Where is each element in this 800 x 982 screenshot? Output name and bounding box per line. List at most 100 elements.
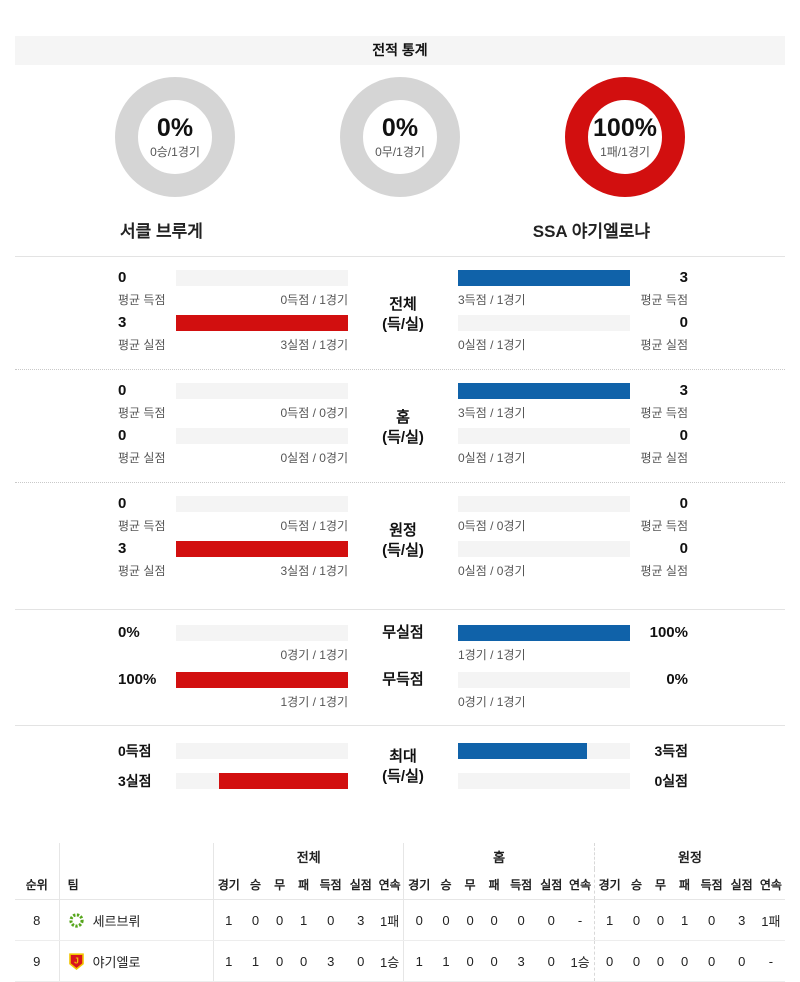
- bar-fill: [176, 541, 348, 557]
- stat-value: 0: [679, 495, 688, 512]
- bar-sub-label: 0득점 / 1경기: [280, 293, 348, 307]
- stat-row: 0 평균 득점 0득점 / 1경기: [118, 270, 348, 308]
- bar-track: [458, 541, 630, 557]
- section-away-right: 0득점 / 0경기 0 평균 득점 0실점 / 0경기 0 평균 실점: [458, 496, 688, 586]
- stat-value: 0: [118, 427, 127, 444]
- summary-donuts: 0% 0승/1경기 0% 0무/1경기 100% 1패/1경기: [0, 77, 800, 197]
- stat-value: 0: [118, 382, 127, 399]
- stat-value-label: 평균 실점: [118, 338, 166, 352]
- stat-value-label: 평균 득점: [118, 406, 166, 420]
- win-rate-percent: 0%: [156, 113, 194, 142]
- bar-track: [458, 672, 630, 688]
- stat-row: 3 평균 실점 3실점 / 1경기: [118, 541, 348, 579]
- stat-value: 0: [118, 495, 127, 512]
- bar-track: [176, 428, 348, 444]
- dotted-divider: [15, 482, 785, 483]
- stat-row: 3득점 / 1경기 3 평균 득점: [458, 270, 688, 308]
- stat-value-label: 평균 득점: [640, 406, 689, 420]
- bar-sub-label: 0득점 / 0경기: [458, 519, 526, 533]
- group-header-home: 홈: [403, 843, 595, 869]
- stat-value-label: 평균 실점: [640, 338, 689, 352]
- stat-value-label: 평균 득점: [640, 293, 689, 307]
- team-header: 팀: [58, 869, 214, 900]
- stat-value-label: 평균 득점: [118, 293, 166, 307]
- bar-fill: [219, 773, 348, 789]
- group-header-total: 전체: [212, 843, 404, 869]
- section-home: 0 평균 득점 0득점 / 0경기 0 평균 실점 0실점 / 0경기: [0, 370, 800, 482]
- table-row-cercle: 8 세르브뤼 1 0 0 1 0 3 1패 0 0 0 0 0 0 -: [15, 899, 785, 941]
- stat-row: 0실점 / 1경기 0 평균 실점: [458, 428, 688, 466]
- stat-percent: 100%: [649, 624, 688, 641]
- section-title: 무득점: [382, 671, 424, 688]
- section-max-left: 0득점 3실점: [118, 743, 348, 803]
- bar-track: [458, 496, 630, 512]
- bar-sub-label: 0실점 / 1경기: [458, 451, 526, 465]
- loss-rate-donut: 100% 1패/1경기: [565, 77, 685, 197]
- bar-track: [458, 773, 630, 789]
- stat-value: 3: [118, 314, 127, 331]
- stat-row: 0득점 / 0경기 0 평균 득점: [458, 496, 688, 534]
- bar-fill: [458, 625, 630, 641]
- stat-value-label: 평균 득점: [640, 519, 689, 533]
- bar-track: [176, 625, 348, 641]
- bar-sub-label: 3득점 / 1경기: [458, 293, 526, 307]
- stat-value: 0: [679, 427, 688, 444]
- bar-track: [458, 428, 630, 444]
- stat-label: 0득점: [118, 743, 152, 759]
- divider: [15, 609, 785, 610]
- table-column-header-row: 순위 팀 경기 승 무 패 득점 실점 연속 경기 승 무 패 득점 실점 연속…: [15, 869, 785, 900]
- stat-row: 0실점 / 1경기 0 평균 실점: [458, 315, 688, 353]
- team-name-right: SSA 야기엘로냐: [532, 222, 650, 241]
- stat-value: 3: [118, 540, 127, 557]
- standings-table: 전체 홈 원정 순위 팀 경기 승 무 패 득점 실점 연속 경기 승 무 패 …: [15, 843, 785, 982]
- section-away: 0 평균 득점 0득점 / 1경기 3 평균 실점 3실점 / 1경기: [0, 483, 800, 595]
- bar-track: [176, 672, 348, 688]
- bar-track: [176, 541, 348, 557]
- bar-sub-label: 0실점 / 1경기: [458, 338, 526, 352]
- stat-value-label: 평균 실점: [118, 564, 166, 578]
- stat-value-label: 평균 실점: [640, 451, 689, 465]
- bar-track: [458, 315, 630, 331]
- dotted-divider: [15, 369, 785, 370]
- draw-rate-percent: 0%: [381, 113, 419, 142]
- bar-track: [176, 496, 348, 512]
- loss-rate-label: 1패/1경기: [600, 144, 650, 159]
- table-group-header-row: 전체 홈 원정: [15, 843, 785, 869]
- rank-cell: 8: [15, 899, 60, 941]
- bar-track: [176, 315, 348, 331]
- section-away-left: 0 평균 득점 0득점 / 1경기 3 평균 실점 3실점 / 1경기: [118, 496, 348, 586]
- team-name: 세르브뤼: [92, 913, 141, 929]
- bar-track: [176, 773, 348, 789]
- stat-row: 0 평균 득점 0득점 / 1경기: [118, 496, 348, 534]
- rank-cell: 9: [15, 940, 60, 982]
- section-title: 최대 (득/실): [382, 748, 424, 785]
- stat-value: 0: [679, 314, 688, 331]
- bar-sub-label: 3실점 / 1경기: [280, 564, 348, 578]
- loss-rate-percent: 100%: [593, 113, 657, 142]
- stat-value: 0: [679, 540, 688, 557]
- group-header-away: 원정: [593, 843, 785, 869]
- bar-track: [176, 270, 348, 286]
- stat-row: 3득점: [458, 743, 688, 759]
- table-row-jagiellonia: 9 J 야기엘로 1 1 0 0 3 0 1승 1 1 0 0 3: [15, 940, 785, 982]
- stat-value-label: 평균 득점: [118, 519, 166, 533]
- team-name: 야기엘로: [92, 954, 141, 970]
- bar-sub-label: 3실점 / 1경기: [280, 338, 348, 352]
- stat-row: 0% 0경기 / 1경기 무실점 1경기 / 1경기 100%: [118, 624, 688, 663]
- team-cell: 세르브뤼: [58, 899, 214, 941]
- stat-value-label: 평균 실점: [640, 564, 689, 578]
- section-max-right: 3득점 0실점: [458, 743, 688, 803]
- bar-sub-label: 0경기 / 1경기: [458, 695, 526, 709]
- section-cleansheet: 0% 0경기 / 1경기 무실점 1경기 / 1경기 100% 100% 1경기…: [0, 610, 800, 723]
- stat-percent: 0%: [118, 624, 140, 641]
- section-total-left: 0 평균 득점 0득점 / 1경기 3 평균 실점 3실점 / 1경기: [118, 270, 348, 360]
- section-home-left: 0 평균 득점 0득점 / 0경기 0 평균 실점 0실점 / 0경기: [118, 383, 348, 473]
- stat-row: 0득점: [118, 743, 348, 759]
- stat-value-label: 평균 실점: [118, 451, 166, 465]
- stat-row: 3실점: [118, 773, 348, 789]
- stat-label: 3실점: [118, 773, 152, 789]
- stat-row: 100% 1경기 / 1경기 무득점 0경기 / 1경기 0%: [118, 671, 688, 710]
- bar-sub-label: 0실점 / 0경기: [280, 451, 348, 465]
- bar-track: [458, 383, 630, 399]
- rank-header: 순위: [15, 869, 60, 900]
